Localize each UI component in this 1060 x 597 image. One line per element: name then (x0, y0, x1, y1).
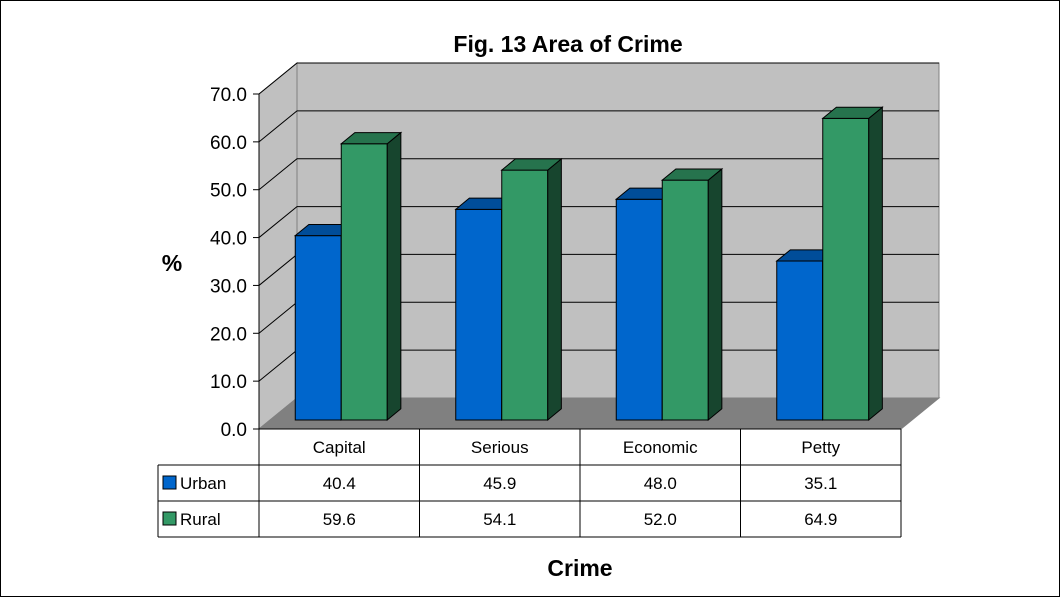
bar-top (339, 132, 403, 145)
x-tick-label: Petty (801, 438, 840, 457)
data-label: 64.9 (804, 510, 837, 529)
gridline (258, 62, 939, 95)
data-label: 40.4 (323, 474, 356, 493)
legend-entry: Urban (180, 474, 226, 493)
bar-front (615, 198, 663, 421)
y-axis-title: % (162, 250, 182, 276)
bar (339, 131, 403, 422)
bars (293, 106, 884, 422)
y-tick-label: 70.0 (210, 85, 247, 106)
bar-front (501, 169, 549, 421)
bar-front (822, 117, 870, 421)
legend-swatch (162, 475, 177, 490)
bar (614, 187, 678, 422)
x-axis-title: Crime (547, 555, 612, 581)
data-label: 45.9 (483, 474, 516, 493)
x-tick-label: Capital (313, 438, 366, 457)
y-tick-label: 60.0 (210, 133, 247, 154)
data-label: 52.0 (644, 510, 677, 529)
x-tick-label: Serious (471, 438, 529, 457)
bar-front (340, 143, 388, 421)
gridline (258, 206, 939, 238)
chart-title: Fig. 13 Area of Crime (453, 31, 682, 57)
y-tick-label: 50.0 (210, 181, 247, 202)
legend-entry: Rural (180, 510, 221, 529)
data-table: Capital Serious Economic Petty Urban 40.4 45.9… (157, 428, 902, 538)
bar-side (868, 106, 883, 422)
data-label: 35.1 (804, 474, 837, 493)
bar (821, 106, 884, 422)
gridline (258, 110, 939, 143)
data-label: 59.6 (323, 510, 356, 529)
data-label: 54.1 (483, 510, 516, 529)
side-wall (258, 61, 298, 431)
bar-front (294, 235, 342, 421)
y-tick-label: 20.0 (210, 324, 247, 345)
bar-top (660, 168, 724, 181)
bar-front (776, 260, 824, 421)
x-tick-label: Economic (623, 438, 698, 457)
bar (660, 167, 724, 422)
bar (500, 157, 563, 422)
y-tick-label: 0.0 (221, 420, 247, 441)
bar-top (821, 106, 884, 119)
data-label: 48.0 (644, 474, 677, 493)
legend-swatch (162, 511, 177, 526)
bar-front (455, 208, 503, 421)
y-tick-label: 30.0 (210, 276, 247, 297)
gridline (258, 158, 939, 191)
y-tick-label: 10.0 (210, 372, 247, 393)
bar-side (547, 157, 562, 422)
y-tick-label: 40.0 (210, 229, 247, 250)
y-axis: 0.0 10.0 20.0 30.0 40.0 50.0 60.0 70.0 (210, 85, 260, 441)
bar-top (500, 158, 563, 171)
bar-side (386, 131, 402, 422)
bar-front (661, 179, 709, 421)
bar-side (707, 167, 723, 422)
